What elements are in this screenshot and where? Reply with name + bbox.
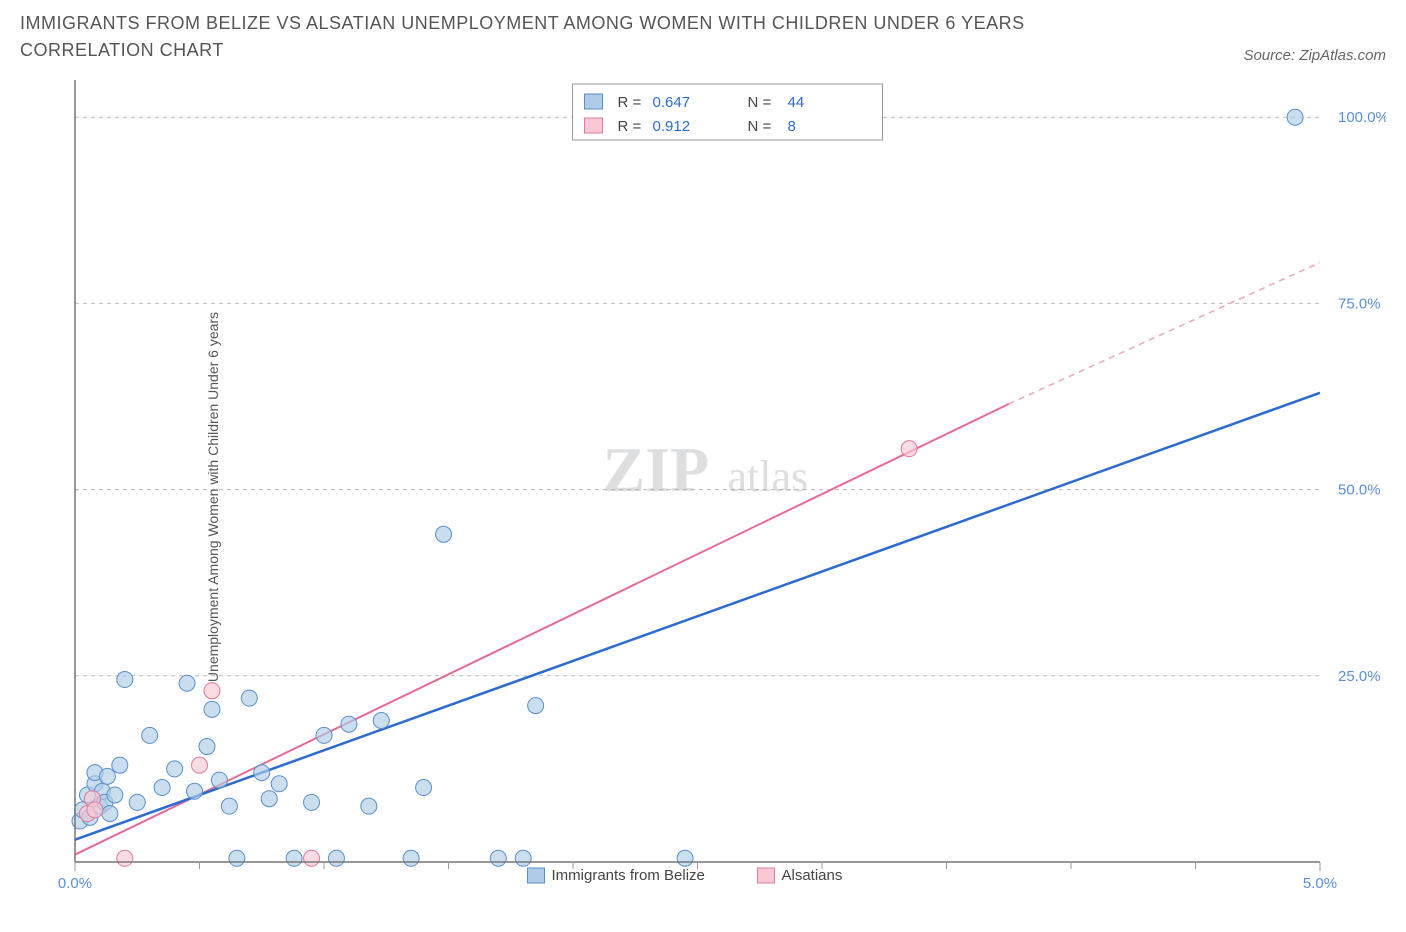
data-point-belize [167,761,183,777]
stats-n-value: 8 [788,118,796,135]
stats-n-label: N = [748,94,772,111]
data-point-belize [179,675,195,691]
data-point-belize [112,757,128,773]
stats-swatch [585,94,603,109]
data-point-belize [286,850,302,866]
data-point-belize [528,698,544,714]
data-point-belize [373,712,389,728]
data-point-belize [211,772,227,788]
legend-swatch [528,868,545,883]
y-axis-label: Unemployment Among Women with Children U… [205,312,221,682]
data-point-belize [361,798,377,814]
chart-title: IMMIGRANTS FROM BELIZE VS ALSATIAN UNEMP… [20,10,1120,64]
y-tick-label: 100.0% [1338,109,1386,126]
chart-container: Unemployment Among Women with Children U… [20,72,1386,922]
x-tick-label: 5.0% [1303,875,1337,892]
data-point-belize [677,850,693,866]
trend-line-alsatians-extrapolated [1009,262,1320,404]
data-point-belize [254,765,270,781]
data-point-belize [199,739,215,755]
data-point-belize [261,791,277,807]
chart-header: IMMIGRANTS FROM BELIZE VS ALSATIAN UNEMP… [20,10,1386,64]
data-point-belize [328,850,344,866]
data-point-belize [204,701,220,717]
data-point-belize [229,850,245,866]
y-tick-label: 25.0% [1338,668,1381,685]
data-point-alsatians [204,683,220,699]
y-tick-label: 75.0% [1338,295,1381,312]
legend-label: Alsatians [782,867,843,884]
data-point-belize [416,780,432,796]
x-tick-label: 0.0% [58,875,92,892]
data-point-belize [241,690,257,706]
stats-n-label: N = [748,118,772,135]
data-point-belize [403,850,419,866]
legend-label: Immigrants from Belize [552,867,705,884]
data-point-alsatians [87,802,103,818]
data-point-belize [187,783,203,799]
data-point-alsatians [117,850,133,866]
data-point-belize [1287,109,1303,125]
data-point-belize [102,806,118,822]
watermark: ZIP [603,434,710,505]
data-point-belize [117,672,133,688]
data-point-belize [99,768,115,784]
legend-swatch [758,868,775,883]
stats-r-value: 0.647 [653,94,691,111]
data-point-alsatians [304,850,320,866]
stats-r-label: R = [618,94,642,111]
data-point-alsatians [192,757,208,773]
data-point-belize [341,716,357,732]
data-point-belize [221,798,237,814]
data-point-belize [304,794,320,810]
stats-r-label: R = [618,118,642,135]
watermark: atlas [728,452,809,501]
data-point-belize [436,526,452,542]
data-point-belize [490,850,506,866]
data-point-belize [129,794,145,810]
data-point-belize [142,727,158,743]
data-point-alsatians [901,441,917,457]
data-point-belize [316,727,332,743]
data-point-belize [154,780,170,796]
scatter-chart: 25.0% 50.0% 75.0% 100.0% ZIP atlas 0.0% 5.0% R =… [20,72,1386,922]
stats-n-value: 44 [788,94,805,111]
stats-swatch [585,118,603,133]
source-attribution: Source: ZipAtlas.com [1243,47,1386,64]
stats-r-value: 0.912 [653,118,691,135]
data-point-belize [271,776,287,792]
y-tick-label: 50.0% [1338,482,1381,499]
data-point-belize [515,850,531,866]
data-point-belize [107,787,123,803]
